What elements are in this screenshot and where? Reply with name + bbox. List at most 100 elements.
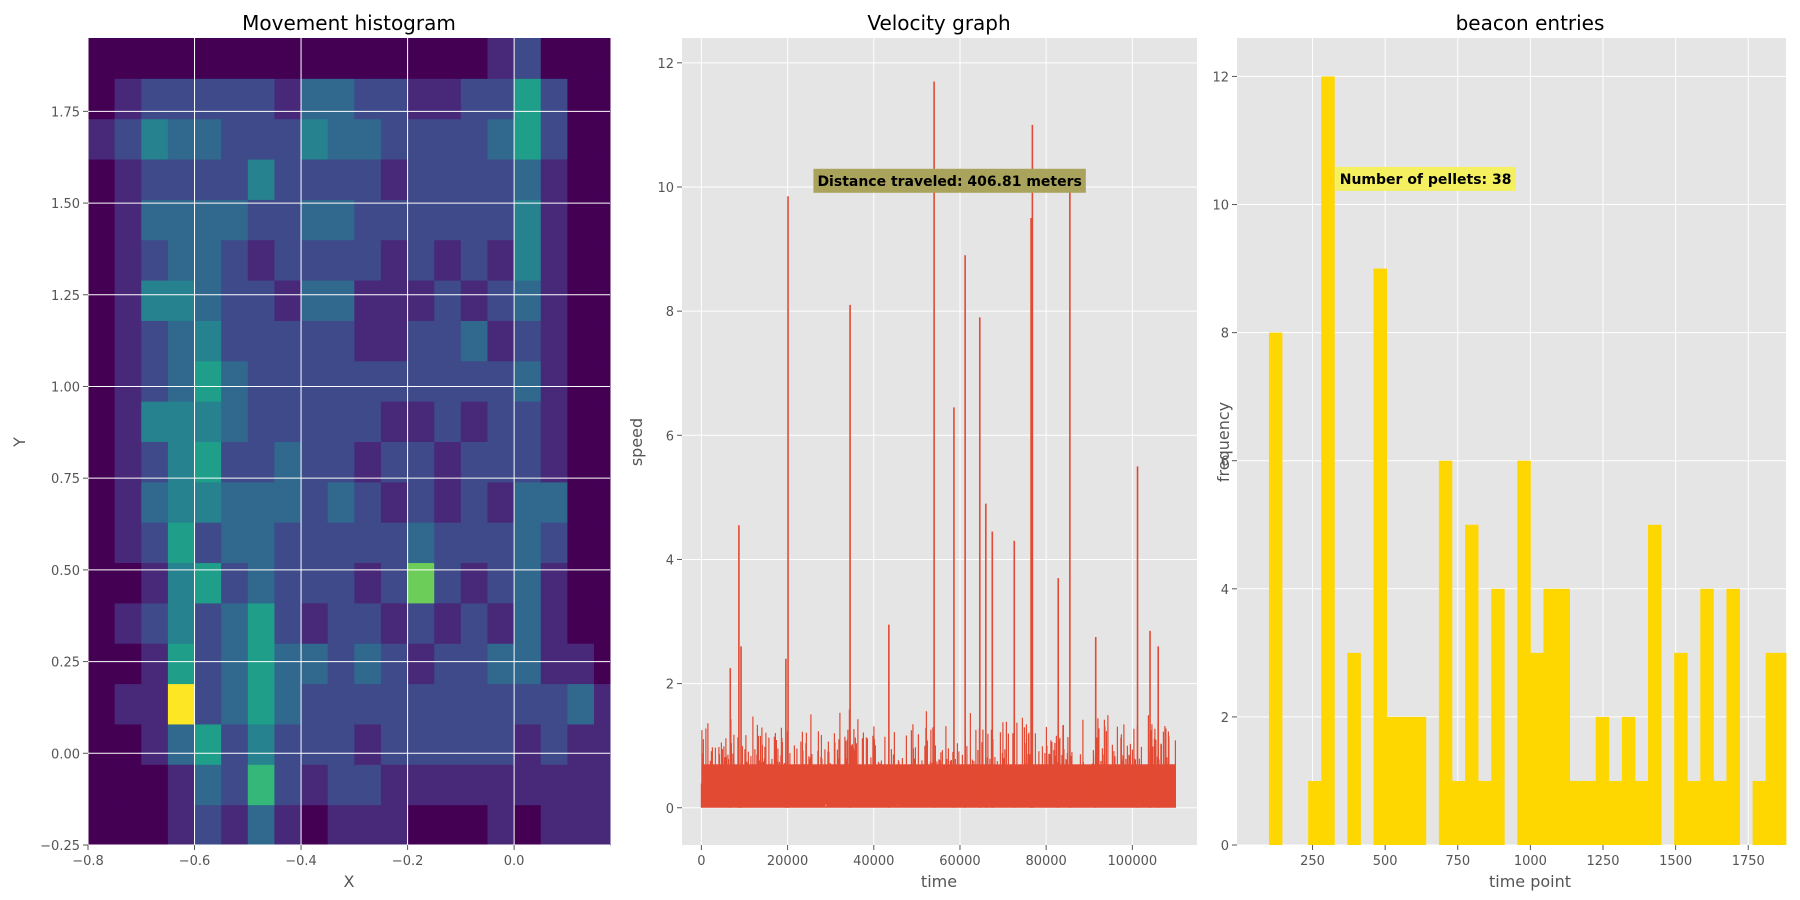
heatmap-cell <box>114 199 142 241</box>
heatmap-cell <box>167 239 196 281</box>
heatmap-cell <box>194 280 222 321</box>
heatmap-cell <box>354 643 382 685</box>
heatmap-cell <box>194 360 222 402</box>
heatmap-cell <box>540 522 568 564</box>
heatmap-cell <box>88 360 116 402</box>
heatmap-cell <box>434 522 462 564</box>
heatmap-cell <box>407 723 435 765</box>
heatmap-cell <box>194 78 222 120</box>
heatmap-cell <box>221 723 249 765</box>
heatmap-cell <box>380 78 409 120</box>
beacon-bar <box>1373 268 1387 846</box>
heatmap-cell <box>327 481 355 523</box>
heatmap-cell <box>221 562 249 604</box>
heatmap-cell <box>141 280 169 321</box>
heatmap-cell <box>327 239 355 281</box>
heatmap-cell <box>274 522 302 564</box>
heatmap-cell <box>594 562 611 604</box>
heatmap-cell <box>88 643 116 685</box>
heatmap-cell <box>354 562 382 604</box>
heatmap-cell <box>194 683 222 725</box>
heatmap-cell <box>167 481 196 523</box>
heatmap-cell <box>114 78 142 120</box>
heatmap-cell <box>434 280 462 321</box>
heatmap-cell <box>540 804 568 846</box>
heatmap-cell <box>274 683 302 725</box>
beacon-ticks: 250 500 750 1000 1250 1500 1750 0 2 4 6 8 10 12 <box>1212 70 1764 869</box>
beacon-ytick-label: 0 <box>1221 839 1229 854</box>
heatmap-cell <box>354 522 382 564</box>
heatmap-cell <box>247 481 275 523</box>
heatmap-cell <box>88 38 116 79</box>
heatmap-cell <box>221 320 249 362</box>
heatmap-cell <box>594 804 611 846</box>
beacon-bar <box>1687 780 1701 845</box>
heatmap-cell <box>460 683 488 725</box>
heatmap-cell <box>327 683 355 725</box>
velocity-xtick-label: 20000 <box>767 854 808 869</box>
heatmap-cell <box>487 723 515 765</box>
heatmap-cell <box>594 118 611 160</box>
heatmap-cell <box>274 602 302 644</box>
heatmap-cell <box>114 643 142 685</box>
heatmap-cell <box>567 643 595 685</box>
heatmap-cell <box>141 481 169 523</box>
heatmap-cell <box>567 159 595 200</box>
heatmap-cell <box>221 280 249 321</box>
beacon-bar <box>1634 780 1649 845</box>
heatmap-ytick-label: 1.25 <box>51 289 80 304</box>
heatmap-cell <box>540 602 568 644</box>
heatmap-cell <box>567 118 595 160</box>
beacon-bar <box>1569 780 1584 845</box>
heatmap-cell <box>114 38 142 79</box>
heatmap-cell <box>354 764 382 806</box>
heatmap-cell <box>221 199 249 241</box>
heatmap-grid <box>87 38 610 846</box>
heatmap-cell <box>567 441 595 483</box>
heatmap-cell <box>194 118 222 160</box>
heatmap-cell <box>167 38 196 79</box>
beacon-xtick-label: 1250 <box>1586 854 1619 869</box>
heatmap-cell <box>114 159 142 200</box>
heatmap-cell <box>514 38 542 79</box>
heatmap-cell <box>247 522 275 564</box>
heatmap-cell <box>114 441 142 483</box>
heatmap-cell <box>434 643 462 685</box>
heatmap-cell <box>540 764 568 806</box>
heatmap-cell <box>487 441 515 483</box>
heatmap-cell <box>247 723 275 765</box>
heatmap-cell <box>567 764 595 806</box>
heatmap-cell <box>487 199 515 241</box>
heatmap-cell <box>514 602 542 644</box>
heatmap-cell <box>301 602 329 644</box>
heatmap-cell <box>407 522 435 564</box>
heatmap-cell <box>514 804 542 846</box>
beacon-bars <box>1268 76 1787 846</box>
beacon-bar <box>1491 588 1505 845</box>
heatmap-cell <box>514 118 542 160</box>
velocity-ytick-label: 10 <box>657 181 674 196</box>
heatmap-cell <box>594 320 611 362</box>
heatmap-cell <box>487 481 515 523</box>
velocity-ytick-label: 0 <box>666 802 674 817</box>
heatmap-cell <box>301 683 329 725</box>
beacon-bar <box>1582 780 1597 845</box>
heatmap-cell <box>514 562 542 604</box>
heatmap-cell <box>380 602 409 644</box>
heatmap-cell <box>88 804 116 846</box>
heatmap-cell <box>407 764 435 806</box>
beacon-bar <box>1648 524 1662 845</box>
heatmap-cell <box>460 159 488 200</box>
heatmap-ytick-label: 1.50 <box>51 197 80 212</box>
heatmap-cell <box>407 78 435 120</box>
heatmap-ylabel: Y <box>10 437 29 448</box>
heatmap-cell <box>354 683 382 725</box>
heatmap-cell <box>407 804 435 846</box>
heatmap-cell <box>247 643 275 685</box>
heatmap-ytick-label: 0.25 <box>51 656 80 671</box>
pellets-annotation-text: Number of pellets: 38 <box>1340 172 1512 188</box>
beacon-bar <box>1752 780 1767 845</box>
heatmap-ytick-label: 0.75 <box>51 472 80 487</box>
heatmap-cell <box>487 562 515 604</box>
heatmap-cell <box>301 360 329 402</box>
